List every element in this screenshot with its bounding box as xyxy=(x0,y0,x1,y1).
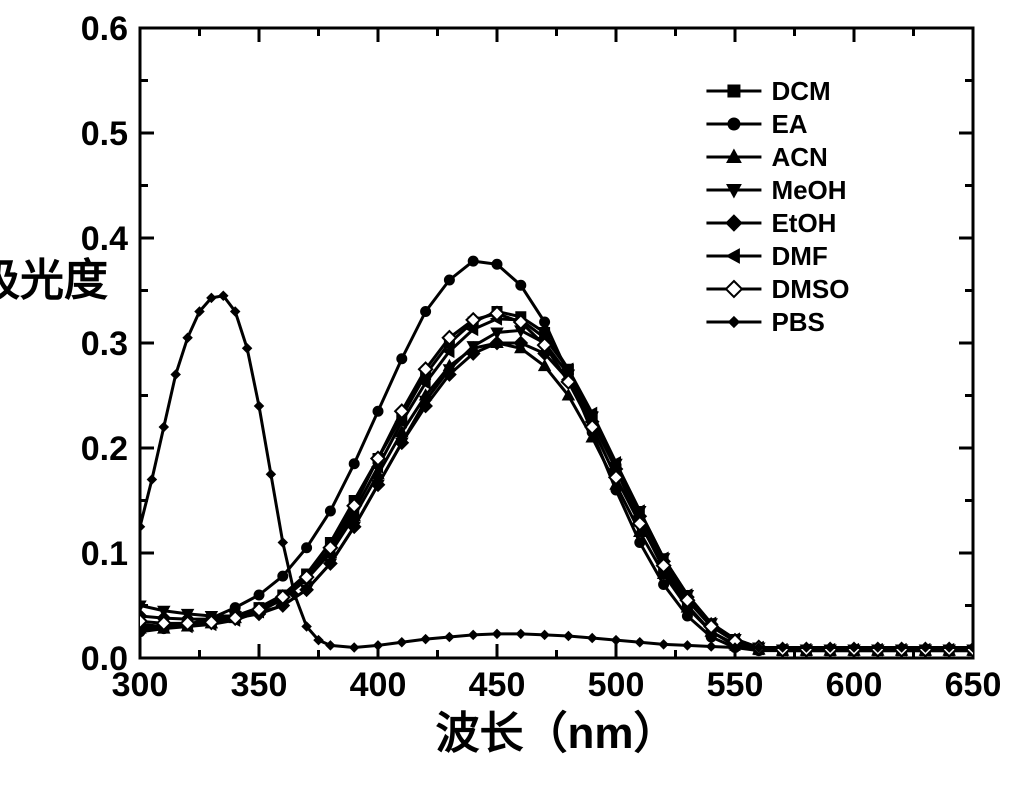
y-axis-title: 吸光度 xyxy=(0,256,108,305)
x-tick-label: 400 xyxy=(350,666,407,704)
y-tick-label: 0.4 xyxy=(81,220,128,258)
legend-label: DMSO xyxy=(771,274,849,304)
y-tick-label: 0.0 xyxy=(81,640,128,678)
y-tick-label: 0.3 xyxy=(81,325,128,363)
chart-container: { "chart": { "type": "line", "width_px":… xyxy=(0,0,1013,789)
legend-label: DMF xyxy=(771,241,827,271)
legend-label: ACN xyxy=(771,142,827,172)
plot-series-group xyxy=(133,256,979,656)
legend-label: EA xyxy=(771,109,807,139)
y-tick-label: 0.2 xyxy=(81,430,128,468)
legend-label: PBS xyxy=(771,307,824,337)
legend-label: DCM xyxy=(771,76,830,106)
legend-label: EtOH xyxy=(771,208,836,238)
spectrum-chart: 3003504004505005506006500.00.10.20.30.40… xyxy=(0,0,1013,789)
legend: DCMEAACNMeOHEtOHDMFDMSOPBS xyxy=(706,76,849,337)
y-tick-label: 0.6 xyxy=(81,10,128,48)
x-tick-label: 350 xyxy=(231,666,288,704)
x-tick-label: 600 xyxy=(826,666,883,704)
x-tick-label: 500 xyxy=(588,666,645,704)
legend-label: MeOH xyxy=(771,175,846,205)
series-EA xyxy=(135,256,978,656)
y-tick-label: 0.1 xyxy=(81,535,128,573)
y-tick-label: 0.5 xyxy=(81,115,128,153)
x-tick-label: 450 xyxy=(469,666,526,704)
x-axis-title: 波长（nm） xyxy=(436,709,678,758)
x-tick-label: 650 xyxy=(945,666,1002,704)
x-tick-label: 550 xyxy=(707,666,764,704)
